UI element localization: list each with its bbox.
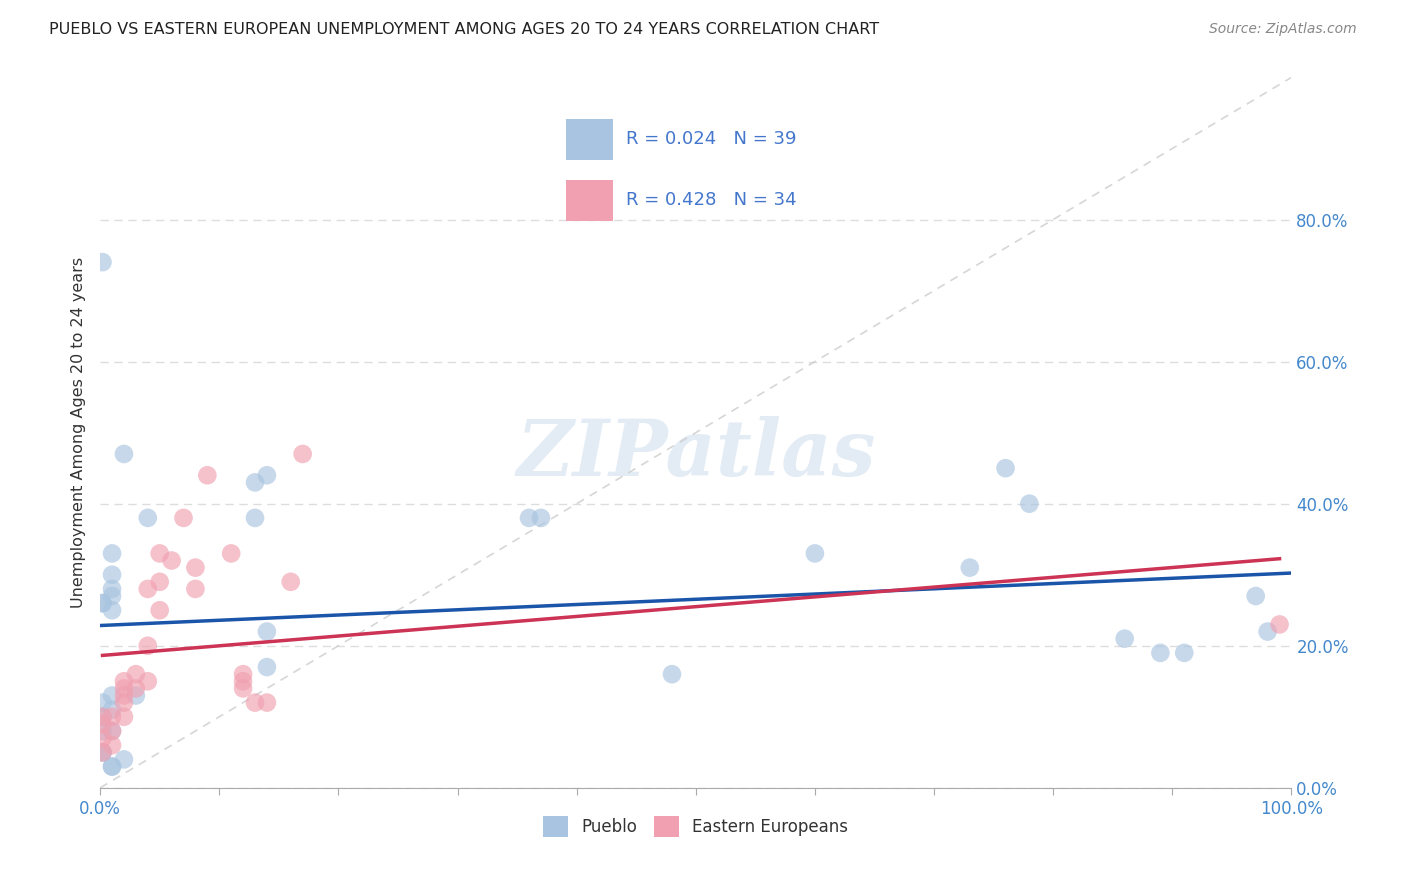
Point	[1244, 589, 1267, 603]
Point	[232, 674, 254, 689]
Point	[243, 511, 266, 525]
Text: Source: ZipAtlas.com: Source: ZipAtlas.com	[1209, 22, 1357, 37]
Point	[173, 511, 195, 525]
Point	[91, 731, 114, 745]
Point	[256, 624, 278, 639]
Point	[101, 589, 124, 603]
Point	[91, 255, 114, 269]
Point	[91, 717, 114, 731]
Point	[91, 710, 114, 724]
Point	[91, 696, 114, 710]
Point	[136, 582, 159, 596]
Point	[112, 447, 135, 461]
Point	[101, 724, 124, 739]
Text: PUEBLO VS EASTERN EUROPEAN UNEMPLOYMENT AMONG AGES 20 TO 24 YEARS CORRELATION CH: PUEBLO VS EASTERN EUROPEAN UNEMPLOYMENT …	[49, 22, 879, 37]
Point	[280, 574, 302, 589]
Point	[112, 752, 135, 766]
Point	[101, 689, 124, 703]
Point	[101, 603, 124, 617]
Point	[232, 667, 254, 681]
Point	[1018, 497, 1040, 511]
Point	[125, 667, 148, 681]
Point	[959, 560, 981, 574]
Point	[149, 603, 172, 617]
Point	[112, 696, 135, 710]
Point	[219, 546, 242, 560]
Point	[994, 461, 1017, 475]
Point	[184, 582, 207, 596]
Point	[184, 560, 207, 574]
Point	[243, 475, 266, 490]
Point	[1268, 617, 1291, 632]
Point	[101, 759, 124, 773]
Point	[91, 745, 114, 759]
Point	[530, 511, 553, 525]
Point	[149, 574, 172, 589]
Point	[136, 674, 159, 689]
Point	[291, 447, 314, 461]
Point	[101, 710, 124, 724]
Point	[1114, 632, 1136, 646]
Point	[804, 546, 827, 560]
Point	[256, 660, 278, 674]
Point	[125, 681, 148, 696]
Point	[136, 511, 159, 525]
Point	[160, 553, 183, 567]
Point	[112, 689, 135, 703]
Point	[661, 667, 683, 681]
Point	[101, 582, 124, 596]
Y-axis label: Unemployment Among Ages 20 to 24 years: Unemployment Among Ages 20 to 24 years	[72, 257, 86, 608]
Point	[125, 689, 148, 703]
Point	[1149, 646, 1171, 660]
Point	[101, 567, 124, 582]
Point	[517, 511, 540, 525]
Point	[101, 759, 124, 773]
Point	[232, 681, 254, 696]
Point	[91, 745, 114, 759]
Point	[101, 546, 124, 560]
Point	[1257, 624, 1279, 639]
Point	[91, 596, 114, 610]
Point	[91, 724, 114, 739]
Point	[112, 674, 135, 689]
Point	[101, 724, 124, 739]
Point	[243, 696, 266, 710]
Point	[1173, 646, 1195, 660]
Point	[112, 681, 135, 696]
Point	[195, 468, 218, 483]
Point	[91, 745, 114, 759]
Point	[101, 703, 124, 717]
Point	[136, 639, 159, 653]
Point	[256, 468, 278, 483]
Point	[91, 710, 114, 724]
Point	[112, 710, 135, 724]
Text: ZIPatlas: ZIPatlas	[516, 416, 876, 492]
Point	[101, 738, 124, 752]
Point	[91, 596, 114, 610]
Point	[149, 546, 172, 560]
Point	[256, 696, 278, 710]
Legend: Pueblo, Eastern Europeans: Pueblo, Eastern Europeans	[537, 810, 855, 844]
